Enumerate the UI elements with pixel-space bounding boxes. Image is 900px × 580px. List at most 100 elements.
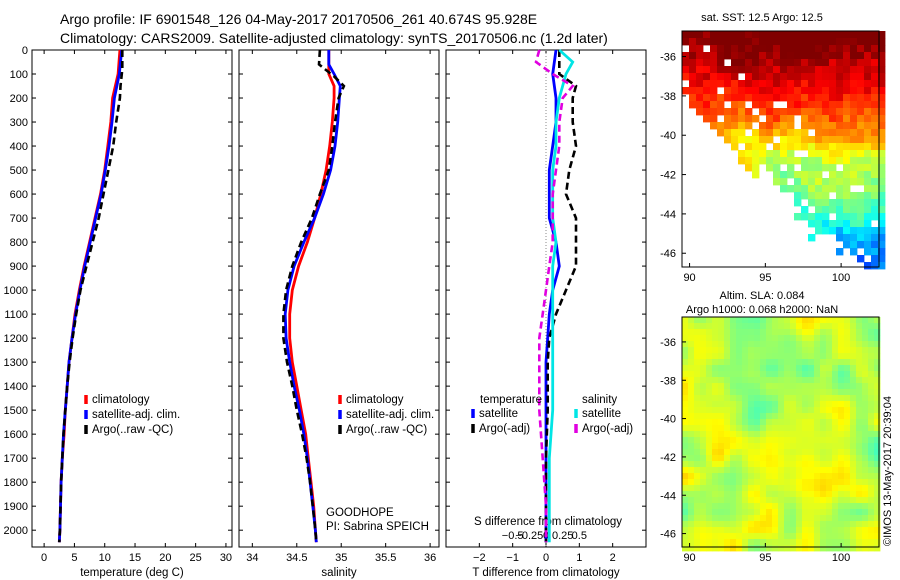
map-cell — [822, 115, 830, 123]
map-cell — [822, 66, 830, 74]
map-cell — [864, 171, 872, 179]
map-cell — [808, 449, 815, 456]
map-cell — [850, 66, 858, 74]
map-cell — [760, 449, 767, 456]
map-cell — [772, 509, 779, 516]
map-cell — [802, 443, 809, 450]
map-cell — [808, 365, 815, 372]
map-cell — [843, 45, 851, 53]
map-cell — [742, 377, 749, 384]
x-tick-label: −2 — [473, 552, 486, 564]
map-cell — [832, 371, 839, 378]
map-cell — [857, 129, 865, 137]
map-cell — [832, 347, 839, 354]
map-cell — [826, 401, 833, 408]
map-cell — [754, 461, 761, 468]
map-cell — [760, 347, 767, 354]
map-cell — [868, 431, 875, 438]
map-cell — [710, 80, 718, 88]
map-cell — [784, 491, 791, 498]
map-cell — [694, 395, 701, 402]
map-cell — [802, 317, 809, 324]
map-cell — [736, 389, 743, 396]
map-cell — [796, 323, 803, 330]
map-cell — [766, 515, 773, 522]
map-cell — [868, 497, 875, 504]
map-cell — [688, 461, 695, 468]
map-cell — [688, 521, 695, 528]
map-cell — [802, 371, 809, 378]
map-cell — [703, 38, 711, 46]
map-cell — [808, 485, 815, 492]
map-cell — [772, 443, 779, 450]
map-cell — [748, 377, 755, 384]
map-cell — [790, 533, 797, 540]
map-cell — [730, 461, 737, 468]
map-cell — [784, 527, 791, 534]
map-cell — [778, 329, 785, 336]
map-cell — [868, 455, 875, 462]
map-cell — [820, 491, 827, 498]
map-cell — [724, 377, 731, 384]
map-cell — [736, 353, 743, 360]
map-cell — [808, 461, 815, 468]
map-cell — [724, 353, 731, 360]
map-cell — [843, 129, 851, 137]
map-cell — [718, 527, 725, 534]
map-cell — [682, 359, 689, 366]
map-cell — [868, 383, 875, 390]
map-cell — [864, 52, 872, 60]
map-cell — [838, 377, 845, 384]
map-cell — [868, 377, 875, 384]
map-cell — [759, 150, 767, 158]
map-cell — [838, 473, 845, 480]
map-cell — [682, 395, 689, 402]
map-cell — [696, 108, 704, 116]
map-cell — [862, 449, 869, 456]
map-cell — [778, 413, 785, 420]
map-cell — [820, 521, 827, 528]
map-cell — [794, 31, 802, 39]
map-cell — [808, 150, 816, 158]
map-cell — [878, 80, 886, 88]
map-cell — [766, 329, 773, 336]
map-cell — [766, 497, 773, 504]
map-cell — [736, 503, 743, 510]
y-tick-label: -36 — [660, 337, 676, 349]
map-cell — [745, 73, 753, 81]
map-cell — [814, 389, 821, 396]
map-cell — [682, 389, 689, 396]
map-cell — [718, 443, 725, 450]
map-cell — [718, 341, 725, 348]
map-cell — [815, 94, 823, 102]
map-cell — [871, 59, 879, 67]
map-cell — [748, 503, 755, 510]
map-cell — [700, 527, 707, 534]
map-cell — [787, 157, 795, 165]
map-cell — [850, 335, 857, 342]
map-cell — [808, 192, 816, 200]
map-cell — [822, 164, 830, 172]
map-cell — [724, 136, 732, 144]
map-cell — [843, 220, 851, 228]
map-cell — [772, 533, 779, 540]
map-cell — [808, 122, 816, 130]
map-cell — [790, 317, 797, 324]
map-cell — [773, 80, 781, 88]
map-cell — [878, 31, 886, 39]
map-cell — [778, 341, 785, 348]
map-cell — [682, 521, 689, 528]
map-cell — [843, 157, 851, 165]
map-cell — [815, 227, 823, 235]
map-cell — [808, 401, 815, 408]
map-cell — [754, 527, 761, 534]
map-cell — [688, 335, 695, 342]
map-cell — [712, 545, 719, 552]
map-cell — [808, 425, 815, 432]
map-cell — [843, 136, 851, 144]
map-cell — [790, 425, 797, 432]
timestamp-label: ©IMOS 13-May-2017 20:39:04 — [882, 396, 894, 546]
x-tick-label: 90 — [683, 272, 695, 284]
map-cell — [843, 213, 851, 221]
map-cell — [850, 171, 858, 179]
